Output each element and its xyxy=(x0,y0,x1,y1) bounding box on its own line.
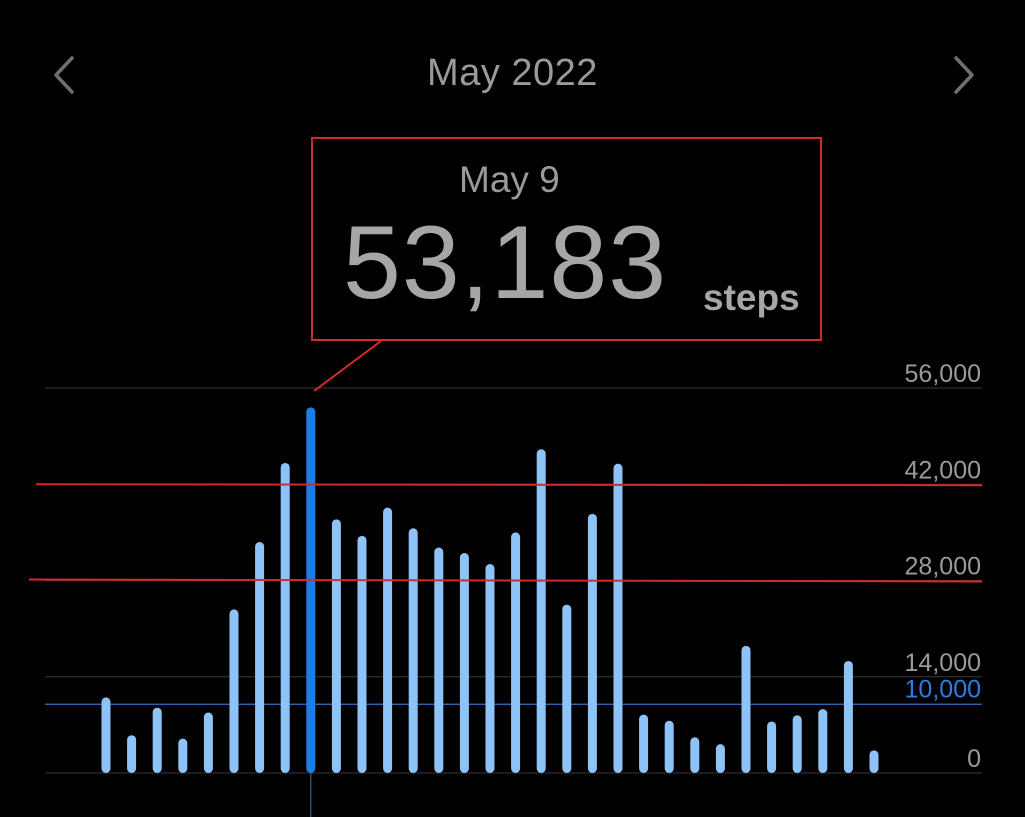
y-tick-label: 56,000 xyxy=(905,360,981,388)
chevron-left-icon xyxy=(54,56,74,94)
callout-pointer xyxy=(313,340,382,392)
y-tick-label: 42,000 xyxy=(905,456,981,484)
goal-label: 10,000 xyxy=(905,675,981,703)
previous-month-button[interactable] xyxy=(46,52,86,98)
annotation-line-upper xyxy=(35,483,983,487)
y-tick-label: 14,000 xyxy=(905,649,981,677)
selected-day-callout: May 9 53,183 steps xyxy=(311,137,822,341)
callout-step-count: 53,183 xyxy=(343,205,668,321)
month-title: May 2022 xyxy=(427,52,598,94)
y-tick-label: 28,000 xyxy=(905,553,981,581)
chevron-right-icon xyxy=(954,56,974,94)
next-month-button[interactable] xyxy=(944,52,984,98)
y-tick-label: 0 xyxy=(967,745,981,773)
callout-unit: steps xyxy=(703,277,800,318)
callout-date: May 9 xyxy=(459,159,560,200)
annotation-line-lower xyxy=(28,578,983,583)
